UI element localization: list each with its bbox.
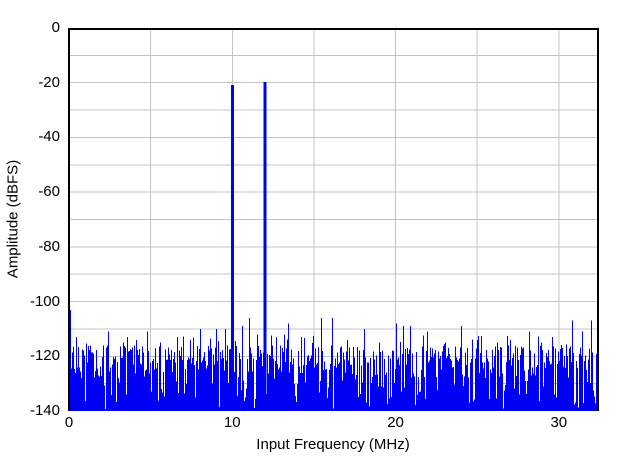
y-axis-title: Amplitude (dBFS) [4,159,22,279]
spectrum-plot-canvas [68,28,599,411]
plot-area [68,28,599,411]
y-tick-label: 0 [51,19,60,36]
gridlines [68,30,599,409]
x-tick-label: 0 [64,414,74,431]
tone-lines [230,82,267,411]
y-tick-label: -20 [38,73,60,91]
y-tick-label: -100 [29,292,60,310]
y-tick-label: -40 [38,128,60,146]
x-axis-title: Input Frequency (MHz) [256,436,410,453]
x-tick-label: 10 [223,414,241,431]
x-tick-label: 30 [550,414,568,431]
y-tick-label: -140 [29,402,60,419]
x-tick-label: 20 [387,414,404,431]
y-tick-label: -60 [38,183,60,201]
y-tick-label: -120 [29,347,60,365]
y-tick-label: -80 [38,237,60,255]
noise-floor [70,309,597,411]
